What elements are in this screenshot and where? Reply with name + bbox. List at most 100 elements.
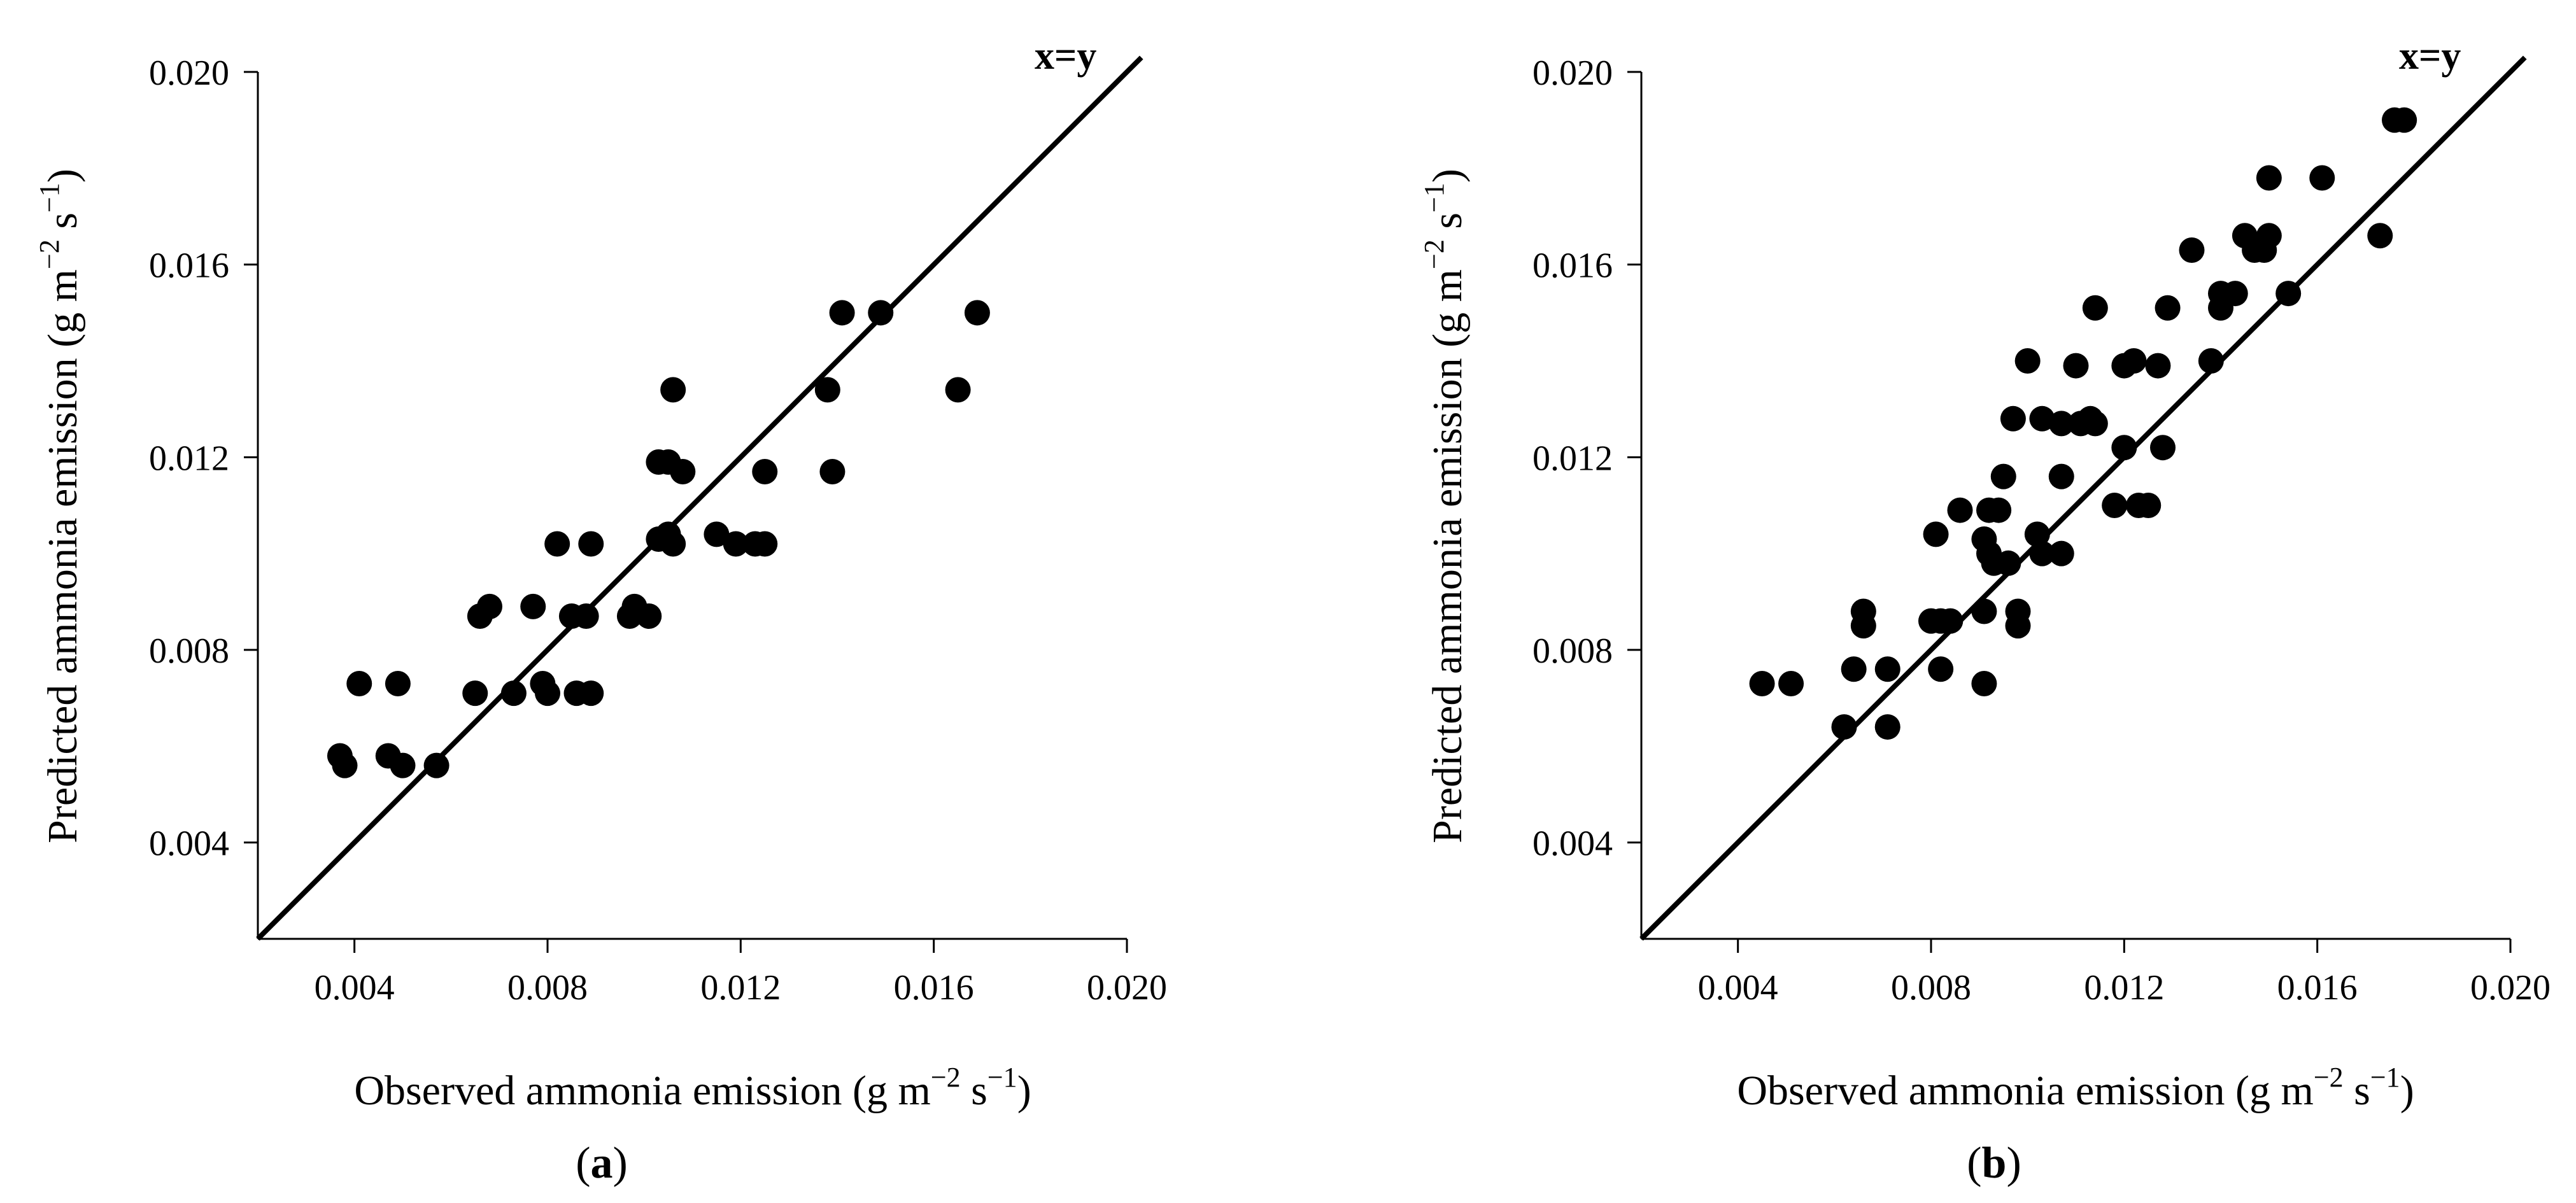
panel-b-data-point bbox=[1971, 670, 1997, 696]
panel-a-x-tick-label: 0.020 bbox=[1087, 968, 1167, 1008]
panel-a-data-point bbox=[423, 752, 449, 778]
panel-a-data-point bbox=[829, 300, 855, 326]
panel-a-data-point bbox=[346, 670, 372, 696]
panel-b-data-point bbox=[1841, 656, 1867, 682]
panel-b-data-point bbox=[2029, 540, 2055, 566]
panel-b-data-point bbox=[2029, 405, 2055, 432]
panel-a-data-point bbox=[462, 680, 488, 707]
panel-b-data-point bbox=[1937, 608, 1964, 634]
panel-a-data-point bbox=[535, 680, 560, 707]
panel-b-data-point bbox=[2111, 435, 2137, 461]
panel-a-y-tick-label: 0.020 bbox=[149, 53, 229, 93]
panel-b-data-point bbox=[2309, 165, 2335, 191]
panel-a-data-point bbox=[752, 459, 778, 485]
panel-b-data-point bbox=[1874, 714, 1900, 740]
panel-a-data-point bbox=[332, 752, 358, 778]
panel-b-data-point bbox=[2198, 348, 2224, 374]
panel-a-x-axis-label: Observed ammonia emission (g m−2 s−1) bbox=[354, 1062, 1031, 1114]
panel-b-data-point bbox=[2048, 463, 2074, 489]
panel-b-y-axis-label: Predicted ammonia emission (g m−2 s−1) bbox=[1419, 169, 1471, 843]
panel-a-data-point bbox=[723, 531, 749, 557]
panel-a-y-tick-label: 0.004 bbox=[149, 824, 229, 864]
panel-a-points bbox=[327, 300, 990, 778]
panel-a-label: (a) bbox=[576, 1139, 628, 1188]
panel-a-ticks: 0.004 0.008 0.012 0.016 0.020 0.004 0.008 0.012… bbox=[149, 53, 1167, 1008]
panel-a-data-point bbox=[964, 300, 990, 326]
panel-b-x-axis-label: Observed ammonia emission (g m−2 s−1) bbox=[1737, 1062, 2414, 1114]
panel-b-data-point bbox=[1947, 497, 1973, 523]
panel-a-data-point bbox=[500, 680, 527, 707]
panel-b-data-point bbox=[2005, 598, 2031, 624]
panel-b-data-point bbox=[2102, 493, 2128, 518]
panel-a-data-point bbox=[520, 593, 546, 619]
panel-b-data-point bbox=[1995, 550, 2021, 576]
panel-b-reference-line bbox=[1639, 55, 2527, 941]
panel-b-data-point bbox=[2155, 295, 2181, 321]
panel-b-data-point bbox=[1923, 521, 1949, 547]
panel-a-data-point bbox=[544, 531, 570, 557]
panel-a-y-tick-label: 0.012 bbox=[149, 439, 229, 478]
panel-b-data-point bbox=[2179, 237, 2205, 263]
panel-b-x-tick-label: 0.008 bbox=[1891, 968, 1971, 1008]
panel-b-data-point bbox=[2024, 521, 2050, 547]
panel-a-data-point bbox=[477, 593, 502, 619]
panel-b-data-point bbox=[1749, 670, 1775, 696]
panel-a-y-tick-label: 0.008 bbox=[149, 631, 229, 671]
panel-a-data-point bbox=[704, 521, 730, 547]
panel-b-data-point bbox=[2063, 353, 2089, 379]
panel-a-data-point bbox=[578, 680, 604, 707]
panel-b-data-point bbox=[2014, 348, 2041, 374]
panel-a-y-axis-label: Predicted ammonia emission (g m−2 s−1) bbox=[34, 169, 86, 843]
panel-b-data-point bbox=[1971, 598, 1997, 624]
panel-b-reference-label: x=y bbox=[2399, 34, 2461, 78]
panel-b-y-tick-label: 0.008 bbox=[1532, 631, 1613, 671]
panel-b-data-point bbox=[1874, 656, 1900, 682]
panel-b-x-tick-label: 0.012 bbox=[2084, 968, 2164, 1008]
panel-a-data-point bbox=[752, 531, 778, 557]
panel-b-x-tick-label: 0.004 bbox=[1698, 968, 1778, 1008]
panel-a-data-point bbox=[385, 670, 411, 696]
panel-b-ticks: 0.004 0.008 0.012 0.016 0.020 0.004 0.008 0.012… bbox=[1532, 53, 2551, 1008]
panel-b-x-tick-label: 0.016 bbox=[2277, 968, 2358, 1008]
panel-b-y-tick-label: 0.016 bbox=[1532, 246, 1613, 286]
panel-b-points bbox=[1749, 107, 2417, 740]
panel-b-data-point bbox=[2275, 281, 2302, 307]
panel-a: 0.004 0.008 0.012 0.016 0.020 0.004 0.008 0.012… bbox=[34, 34, 1167, 1188]
panel-a-x-tick-label: 0.012 bbox=[700, 968, 781, 1008]
panel-a-reference-label: x=y bbox=[1035, 34, 1096, 78]
panel-b-data-point bbox=[2391, 107, 2417, 133]
panel-b-data-point bbox=[2367, 223, 2393, 249]
panel-b-data-point bbox=[2121, 348, 2147, 374]
panel-b-data-point bbox=[1850, 613, 1876, 639]
panel-b-data-point bbox=[2150, 435, 2176, 461]
panel-a-data-point bbox=[660, 377, 686, 403]
panel-b-data-point bbox=[2000, 405, 2026, 432]
panel-a-x-tick-label: 0.016 bbox=[894, 968, 974, 1008]
panel-a-data-point bbox=[868, 300, 894, 326]
panel-b-data-point bbox=[2222, 281, 2248, 307]
panel-b-y-tick-label: 0.020 bbox=[1532, 53, 1613, 93]
panel-a-data-point bbox=[636, 603, 662, 630]
panel-a-data-point bbox=[390, 752, 416, 778]
panel-a-data-point bbox=[670, 459, 696, 485]
panel-b-data-point bbox=[1986, 497, 2012, 523]
panel-b-data-point bbox=[2048, 411, 2074, 437]
panel-b-y-tick-label: 0.012 bbox=[1532, 439, 1613, 478]
panel-b-label: (b) bbox=[1967, 1139, 2021, 1188]
panel-b-data-point bbox=[2256, 165, 2282, 191]
panel-b-data-point bbox=[1831, 714, 1857, 740]
panel-a-x-tick-label: 0.008 bbox=[507, 968, 588, 1008]
panel-a-data-point bbox=[573, 603, 599, 630]
panel-a-y-tick-label: 0.016 bbox=[149, 246, 229, 286]
panel-b-data-point bbox=[2145, 353, 2171, 379]
panel-a-data-point bbox=[945, 377, 971, 403]
panel-b: 0.004 0.008 0.012 0.016 0.020 0.004 0.008 0.012… bbox=[1419, 34, 2551, 1188]
panel-a-data-point bbox=[578, 531, 604, 557]
panel-b-data-point bbox=[2082, 411, 2108, 437]
panel-b-data-point bbox=[2048, 540, 2074, 566]
panel-b-y-tick-label: 0.004 bbox=[1532, 824, 1613, 864]
panel-a-reference-line bbox=[256, 55, 1143, 941]
panel-b-data-point bbox=[1928, 656, 1954, 682]
